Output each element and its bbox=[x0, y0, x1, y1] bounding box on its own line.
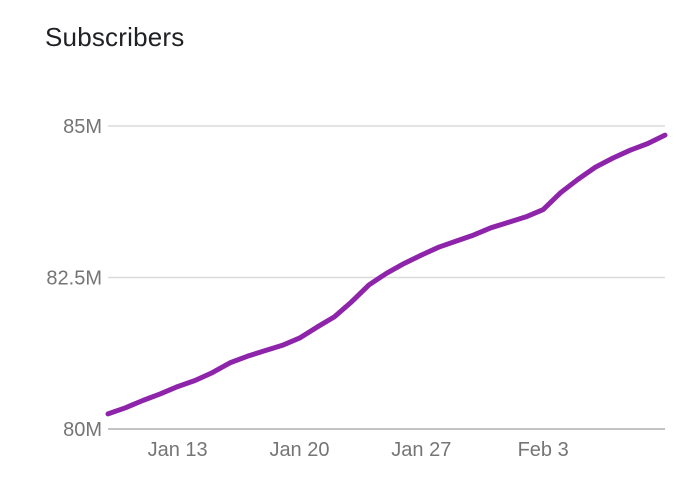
y-tick-label: 82.5M bbox=[46, 268, 102, 290]
y-tick-label: 85M bbox=[63, 116, 102, 138]
x-axis-ticks: Jan 13 Jan 20 Jan 27 Feb 3 bbox=[148, 439, 569, 461]
series bbox=[105, 132, 668, 417]
chart-title: Subscribers bbox=[45, 22, 185, 52]
series-line bbox=[105, 132, 668, 417]
y-tick-label: 80M bbox=[63, 419, 102, 441]
grid bbox=[108, 125, 665, 430]
x-tick-label: Feb 3 bbox=[518, 439, 569, 461]
x-tick-label: Jan 20 bbox=[269, 439, 329, 461]
x-tick-label: Jan 13 bbox=[148, 439, 208, 461]
y-axis-ticks: 85M 82.5M 80M bbox=[46, 116, 102, 441]
x-tick-label: Jan 27 bbox=[391, 439, 451, 461]
